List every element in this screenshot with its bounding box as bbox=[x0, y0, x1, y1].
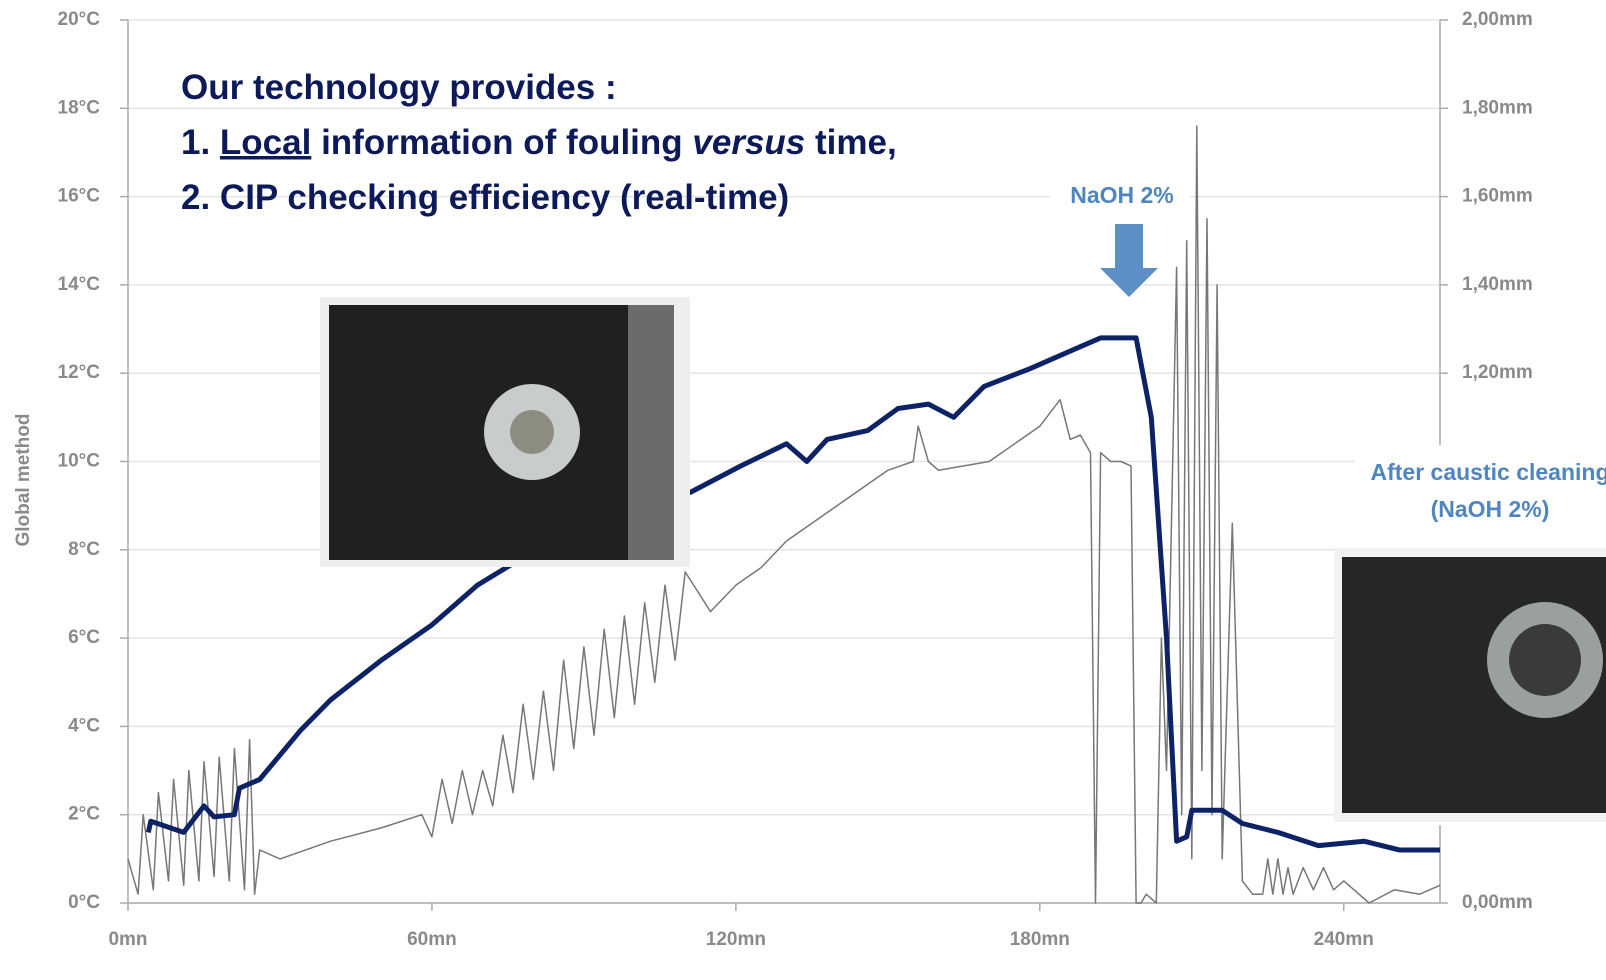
y-tick-label: 0°C bbox=[68, 892, 100, 913]
y-tick-label: 6°C bbox=[68, 627, 100, 648]
x-tick-label: 180mn bbox=[1010, 929, 1070, 950]
y-tick-label: 2°C bbox=[68, 804, 100, 825]
annotation: NaOH 2% bbox=[1070, 182, 1174, 208]
y-tick-label: 10°C bbox=[58, 451, 101, 472]
photo-detail bbox=[628, 305, 674, 560]
y2-tick-label: 1,80mm bbox=[1462, 97, 1533, 118]
text-part: Local bbox=[220, 123, 311, 162]
text-part: 1. bbox=[181, 123, 220, 162]
y-tick-label: 12°C bbox=[58, 362, 101, 383]
x-tick-label: 0mn bbox=[108, 929, 147, 950]
plot bbox=[127, 125, 1441, 904]
annotation: (NaOH 2%) bbox=[1431, 496, 1550, 522]
y2-tick-label: 1,20mm bbox=[1462, 362, 1533, 383]
text-line: 2. CIP checking efficiency (real-time) bbox=[181, 178, 789, 217]
text-line: 1. Local information of fouling versus t… bbox=[181, 123, 897, 162]
line-series bbox=[127, 125, 1441, 904]
text-part: Our technology provides : bbox=[181, 68, 617, 107]
y-axis-label: Global method bbox=[13, 414, 34, 547]
x-tick-label: 120mn bbox=[706, 929, 766, 950]
line-series bbox=[145, 335, 1440, 853]
y2-tick-label: 2,00mm bbox=[1462, 9, 1533, 30]
text-part: 2. CIP checking efficiency (real-time) bbox=[181, 178, 789, 217]
y-tick-label: 18°C bbox=[58, 97, 101, 118]
photo-detail bbox=[1509, 624, 1581, 696]
y2-tick-label: 1,40mm bbox=[1462, 274, 1533, 295]
x-tick-label: 60mn bbox=[407, 929, 457, 950]
text-part: time, bbox=[805, 123, 896, 162]
y-tick-label: 4°C bbox=[68, 715, 100, 736]
y-tick-label: 8°C bbox=[68, 539, 100, 560]
arrow bbox=[1100, 224, 1158, 297]
y-tick-label: 20°C bbox=[58, 9, 101, 30]
photo-detail bbox=[510, 410, 554, 454]
text-line: Our technology provides : bbox=[181, 68, 617, 107]
y-tick-label: 14°C bbox=[58, 274, 101, 295]
y-tick-label: 16°C bbox=[58, 186, 101, 207]
text-part: information of fouling bbox=[311, 123, 692, 162]
x-tick-label: 240mn bbox=[1314, 929, 1374, 950]
y2-tick-label: 1,60mm bbox=[1462, 186, 1533, 207]
annotation: After caustic cleaning bbox=[1370, 459, 1606, 485]
text-part: versus bbox=[692, 123, 805, 162]
y2-tick-label: 0,00mm bbox=[1462, 892, 1533, 913]
label-bg bbox=[1050, 176, 1190, 216]
